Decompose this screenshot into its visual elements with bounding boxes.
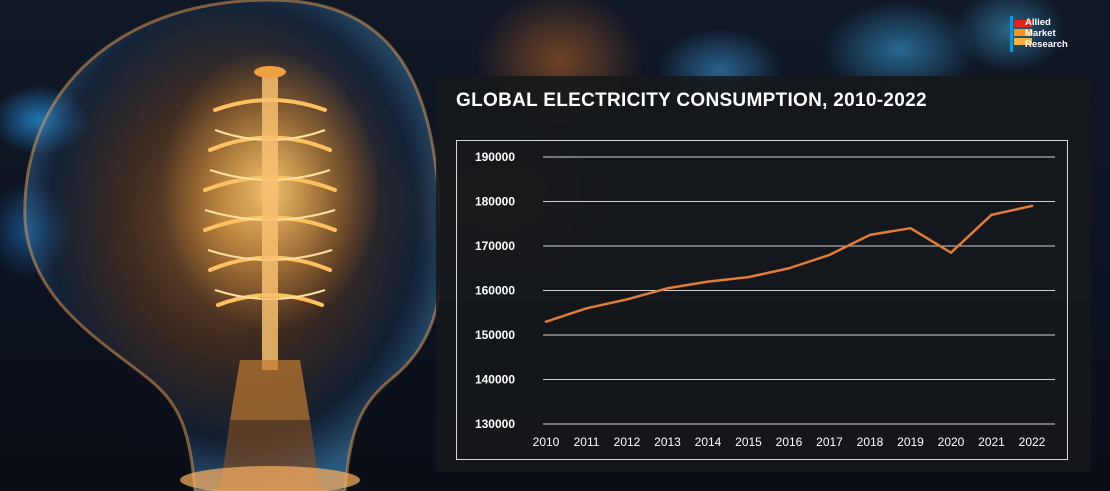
data-point (990, 213, 993, 217)
x-tick-label: 2010 (533, 435, 560, 449)
line-chart: 130000 140000 150000 160000 170000 180000 1900… (475, 150, 1055, 449)
x-tick-label: 2015 (735, 435, 762, 449)
allied-market-research-logo: Allied Market Research (1010, 16, 1104, 62)
data-point (1030, 204, 1034, 208)
x-tick-label: 2022 (1019, 435, 1046, 449)
logo-line-1: Allied (1025, 17, 1051, 28)
logo-line-3: Research (1025, 39, 1068, 50)
chart-title: GLOBAL ELECTRICITY CONSUMPTION, 2010-202… (456, 90, 927, 111)
y-tick-label: 140000 (475, 373, 515, 387)
light-bulb-illustration (23, 0, 440, 491)
data-point (544, 320, 548, 323)
x-tick-label: 2021 (978, 435, 1005, 449)
series-line-0 (544, 204, 1034, 323)
logo-mark-icon (1010, 16, 1034, 52)
x-tick-label: 2020 (938, 435, 965, 449)
data-point (666, 287, 669, 290)
data-point (949, 251, 953, 254)
y-tick-label: 190000 (475, 150, 515, 164)
data-point (828, 253, 831, 257)
data-point (625, 298, 629, 301)
chart-panel: GLOBAL ELECTRICITY CONSUMPTION, 2010-202… (436, 76, 1091, 472)
data-point (706, 280, 710, 283)
x-tick-label: 2013 (654, 435, 681, 449)
x-tick-label: 2019 (897, 435, 924, 449)
y-tick-label: 180000 (475, 195, 515, 209)
data-point (909, 227, 912, 230)
y-tick-label: 170000 (475, 239, 515, 253)
x-tick-label: 2014 (695, 435, 722, 449)
data-point (747, 275, 750, 279)
y-tick-label: 130000 (475, 417, 515, 431)
plot-frame: 130000 140000 150000 160000 170000 180000 1900… (456, 140, 1068, 460)
x-tick-label: 2012 (614, 435, 641, 449)
data-point (868, 233, 872, 237)
y-tick-label: 160000 (475, 284, 515, 298)
data-point (585, 307, 588, 310)
x-tick-label: 2018 (857, 435, 884, 449)
data-point (787, 267, 791, 270)
x-tick-label: 2016 (776, 435, 803, 449)
x-tick-label: 2017 (816, 435, 843, 449)
logo-line-2: Market (1025, 28, 1056, 39)
x-tick-label: 2011 (574, 435, 600, 449)
y-tick-label: 150000 (475, 328, 515, 342)
